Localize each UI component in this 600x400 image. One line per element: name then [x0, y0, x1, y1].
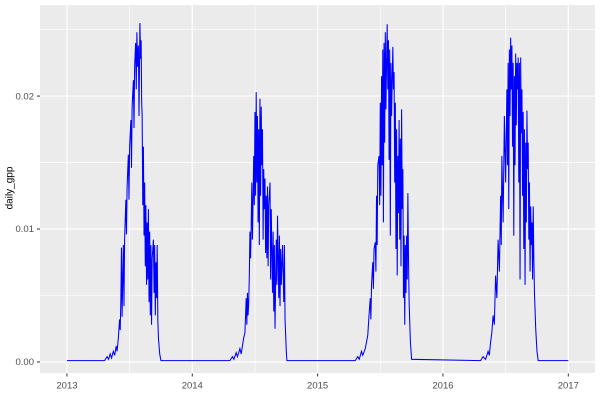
y-axis-tick-label: 0.01 — [16, 224, 35, 235]
x-axis-tick-label: 2015 — [307, 381, 328, 392]
y-axis-tick-label: 0.00 — [16, 357, 35, 368]
axis-tick-labels: 2013 2014 2015 2016 2017 0.00 0.01 0.02 — [16, 91, 579, 391]
x-axis-tick-label: 2016 — [432, 381, 453, 392]
x-axis-tick-label: 2013 — [56, 381, 77, 392]
y-axis-tick-label: 0.02 — [16, 91, 35, 102]
x-axis-tick-label: 2017 — [558, 381, 579, 392]
x-axis-tick-label: 2014 — [182, 381, 203, 392]
major-gridlines — [40, 5, 595, 373]
gpp-line — [66, 22, 569, 362]
axis-tick-marks — [37, 95, 569, 377]
data-series — [66, 22, 569, 362]
y-axis-title: daily_gpp — [5, 166, 16, 209]
